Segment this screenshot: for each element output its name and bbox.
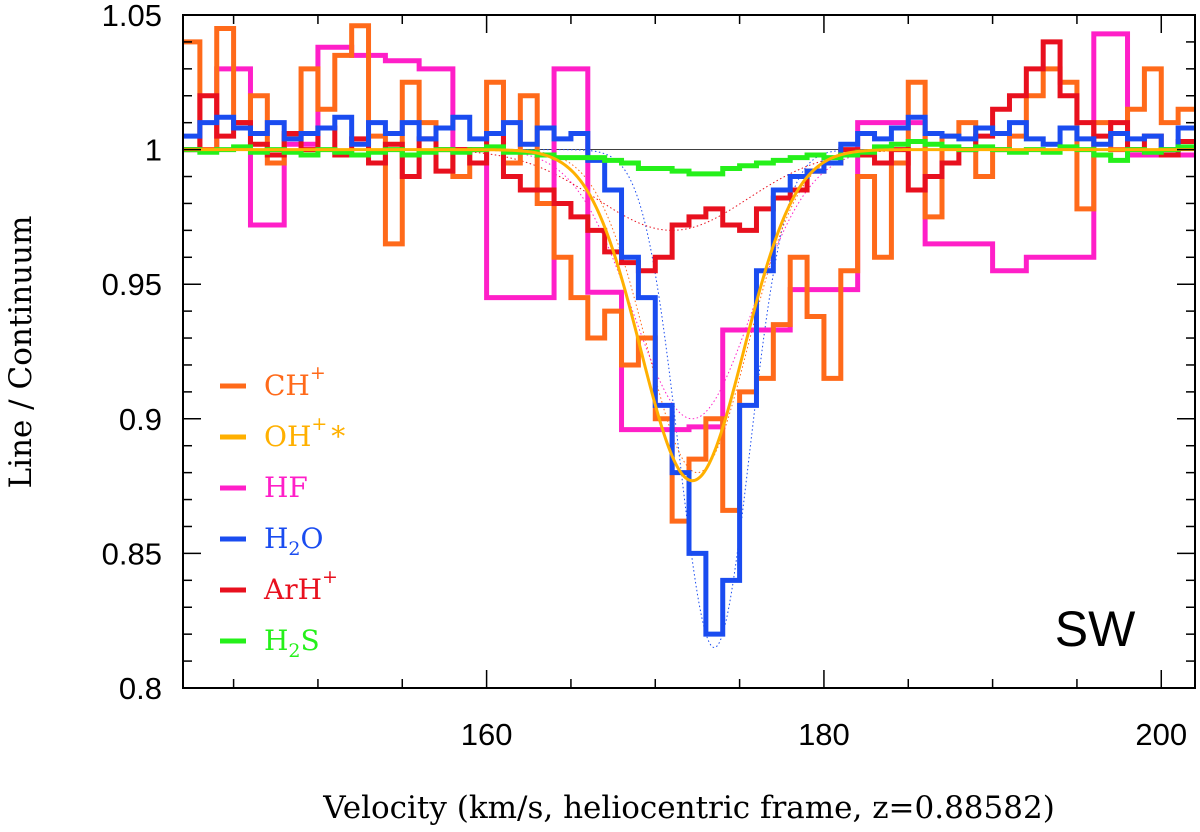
legend-label: H2S (264, 624, 320, 662)
x-tick-label: 200 (1135, 717, 1187, 752)
ticks-layer: 160 180 200 0.8 0.85 0.9 0.95 1 1.05 (102, 0, 1195, 752)
plot-frame (182, 14, 1196, 689)
legend-item: H2S (220, 624, 320, 662)
legend: CH+ OH+ * HF H2O ArH+ H2S (220, 362, 345, 662)
y-tick-label: 1.05 (102, 0, 162, 33)
series-layer (183, 23, 1195, 649)
y-tick-label: 0.95 (102, 267, 162, 302)
legend-label: CH+ (264, 362, 326, 402)
legend-item: H2O (220, 522, 323, 560)
y-axis-title: Line / Continuum (3, 216, 39, 489)
legend-item: HF (220, 471, 308, 504)
series-h2o (183, 114, 1195, 637)
legend-label: OH+ * (264, 413, 345, 453)
legend-label: H2O (264, 522, 323, 560)
y-tick-label: 0.85 (102, 536, 162, 571)
series-ohplusstar (183, 148, 1195, 483)
legend-item: ArH+ (220, 566, 338, 606)
x-tick-label: 160 (461, 717, 513, 752)
series-hf (183, 31, 1195, 433)
panel-label: SW (1055, 601, 1136, 657)
y-tick-label: 0.8 (119, 671, 162, 706)
x-axis-title: Velocity (km/s, heliocentric frame, z=0.… (322, 790, 1055, 826)
y-tick-label: 1 (145, 133, 162, 168)
legend-item: CH+ (220, 362, 326, 402)
x-tick-label: 180 (798, 717, 850, 752)
legend-item: OH+ * (220, 413, 345, 453)
legend-label: ArH+ (263, 566, 338, 606)
y-tick-label: 0.9 (119, 402, 162, 437)
legend-label: HF (264, 471, 308, 504)
